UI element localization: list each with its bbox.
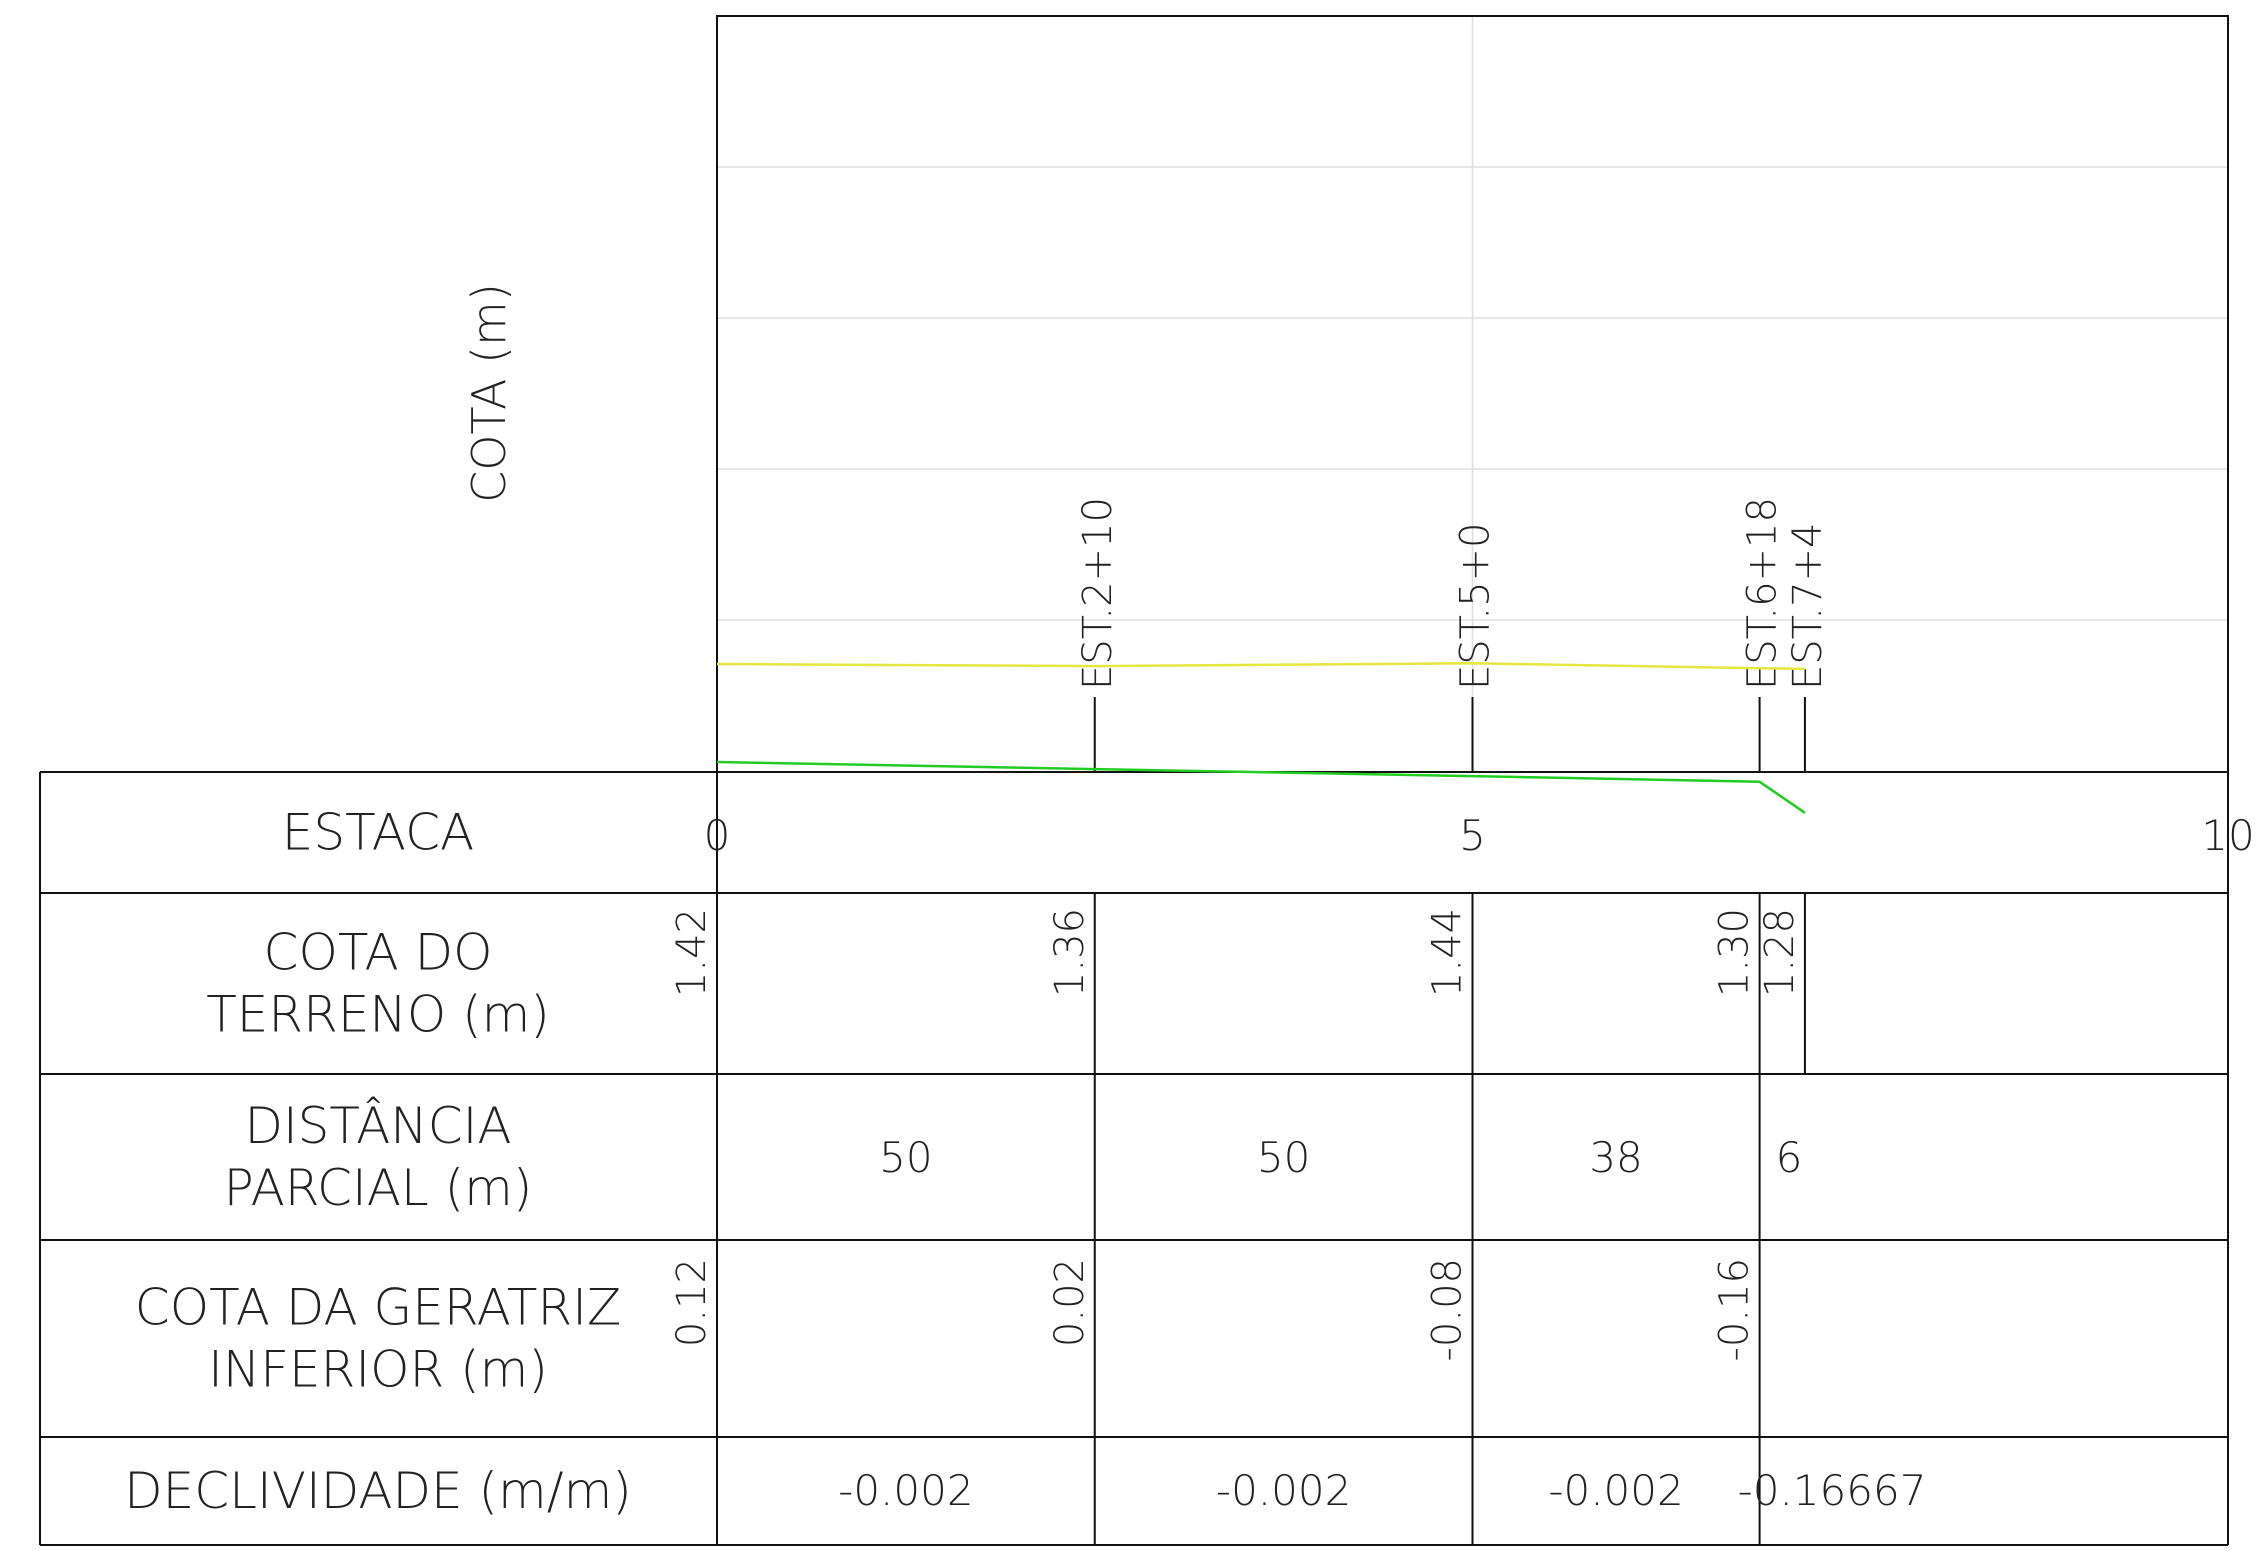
chart-grid xyxy=(717,16,2228,772)
station-label: EST.7+4 xyxy=(1785,523,1831,690)
x-tick-label: 0 xyxy=(704,811,731,860)
distancia-value: 50 xyxy=(879,1133,932,1182)
declividade-value: -0.002 xyxy=(1216,1466,1351,1515)
cota-geratriz-value: -0.16 xyxy=(1712,1258,1758,1362)
cota-geratriz-value: -0.08 xyxy=(1425,1258,1471,1362)
cota-geratriz-value: 0.02 xyxy=(1047,1258,1093,1347)
terrain-line xyxy=(716,662,1805,671)
row-label-declividade: DECLIVIDADE (m/m) xyxy=(124,1462,632,1520)
cota-terreno-value: 1.30 xyxy=(1712,908,1758,997)
row-label-distancia: DISTÂNCIA xyxy=(244,1096,511,1155)
y-axis-label: COTA (m) xyxy=(462,283,516,503)
station-markers: EST.2+10 EST.5+0 EST.6+18 EST.7+4 xyxy=(1075,497,1831,1545)
cota-geratriz-value: 0.12 xyxy=(669,1258,715,1347)
row-label-cota_terreno: TERRENO (m) xyxy=(206,986,550,1044)
x-tick-label: 10 xyxy=(2201,811,2254,860)
cota-terreno-value: 1.44 xyxy=(1425,908,1471,997)
row-label-cota_geratriz: INFERIOR (m) xyxy=(208,1341,548,1399)
profile-series xyxy=(716,662,1806,814)
row-label-distancia: PARCIAL (m) xyxy=(224,1159,533,1217)
row-label-estaca: ESTACA xyxy=(282,804,474,862)
cota-terreno-value: 1.28 xyxy=(1757,908,1803,997)
station-label: EST.6+18 xyxy=(1740,497,1786,690)
distancia-value: 50 xyxy=(1257,1133,1310,1182)
x-tick-label: 5 xyxy=(1459,811,1486,860)
distancia-value: 6 xyxy=(1776,1133,1803,1182)
cota-terreno-value: 1.42 xyxy=(669,908,715,997)
declividade-value: -0.16667 xyxy=(1738,1466,1927,1515)
pipe-invert-line xyxy=(716,760,1806,814)
table-frame xyxy=(39,15,2229,1546)
station-label: EST.2+10 xyxy=(1075,497,1121,690)
distancia-value: 38 xyxy=(1589,1133,1642,1182)
row-label-cota_terreno: COTA DO xyxy=(264,924,493,982)
cota-terreno-value: 1.36 xyxy=(1047,908,1093,997)
declividade-value: -0.002 xyxy=(1548,1466,1683,1515)
station-label: EST.5+0 xyxy=(1453,523,1499,690)
row-label-cota_geratriz: COTA DA GERATRIZ xyxy=(135,1279,621,1337)
declividade-value: -0.002 xyxy=(838,1466,973,1515)
